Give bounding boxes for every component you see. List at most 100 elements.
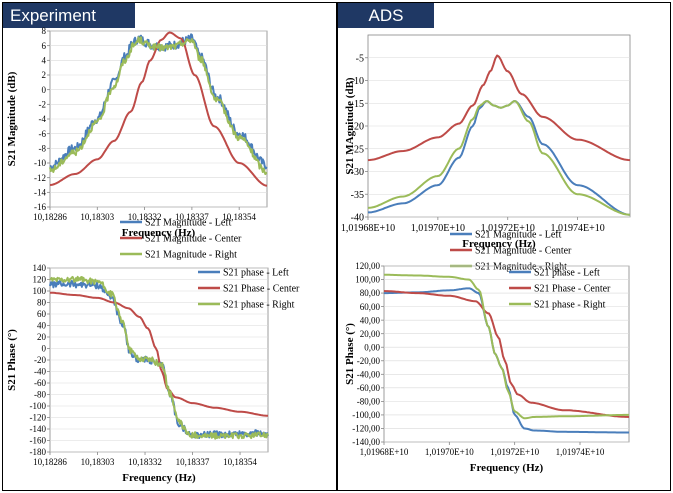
x-tick-label: 10,18354: [223, 457, 257, 467]
ads-phase-chart: 120,00 100,00 80,00 60,00 40,00 20,00 0,00 -20,…: [344, 261, 630, 474]
legend-label: S21 Magnitude - Left: [475, 230, 562, 241]
ads-panel-title: ADS: [338, 3, 434, 28]
y-tick-label: -25: [351, 144, 364, 155]
experiment-phase-chart: 140120100806040200-20-40-60-80-100-120-1…: [6, 263, 300, 484]
x-tick-label: 10,18337: [176, 457, 210, 467]
x-tick-label: 10,18332: [128, 212, 162, 222]
legend-label: S21 Magnitude - Center: [475, 246, 572, 257]
y-tick-label: -20: [351, 122, 364, 133]
ads-magnitude-chart: -5 -10 -15 -20 -25 -30 -35 -401,01968E+10 1,0197…: [341, 34, 631, 273]
y-tick-label: -8: [39, 143, 47, 153]
legend-label: S21 phase - Right: [534, 300, 606, 311]
series-line-2: [383, 290, 630, 418]
y-tick-label: 2: [42, 70, 47, 80]
y-tick-label: -40,00: [357, 369, 381, 379]
y-tick-label: -15: [351, 99, 364, 110]
y-tick-label: -160: [30, 436, 47, 446]
y-tick-label: 8: [42, 26, 47, 36]
x-tick-label: 10,18354: [222, 212, 256, 222]
x-tick-label: 1,01970E+10: [411, 223, 465, 234]
y-tick-label: -10: [34, 158, 46, 168]
legend-label: S21 phase - Right: [223, 300, 295, 311]
y-tick-label: -4: [39, 114, 47, 124]
y-tick-label: 80,00: [360, 288, 381, 298]
y-tick-label: 0: [42, 85, 47, 95]
y-tick-label: -140: [30, 424, 47, 434]
y-tick-label: -30: [351, 167, 364, 178]
y-tick-label: -20: [34, 355, 46, 365]
y-tick-label: 0,00: [364, 342, 380, 352]
y-tick-label: -2: [39, 99, 47, 109]
y-tick-label: 40: [37, 321, 47, 331]
y-tick-label: 4: [42, 55, 47, 65]
y-tick-label: 60: [37, 309, 47, 319]
legend-label: S21 Phase - Center: [534, 284, 611, 295]
y-tick-label: -16: [34, 202, 46, 212]
y-tick-label: -140,00: [352, 437, 380, 447]
y-tick-label: -60,00: [357, 383, 381, 393]
y-tick-label: 60,00: [360, 302, 381, 312]
y-tick-label: -80: [34, 390, 46, 400]
y-tick-label: 6: [42, 41, 47, 51]
series-line-3: [367, 100, 631, 216]
y-tick-label: 80: [37, 298, 47, 308]
y-tick-label: 120,00: [355, 261, 380, 271]
y-tick-label: -100: [30, 401, 47, 411]
y-tick-label: 40,00: [360, 315, 381, 325]
y-tick-label: -180: [30, 447, 47, 457]
x-tick-label: 10,18303: [80, 212, 114, 222]
y-tick-label: 140: [33, 263, 47, 273]
y-tick-label: -6: [39, 129, 47, 139]
y-tick-label: 20,00: [360, 329, 381, 339]
x-tick-label: 10,18303: [81, 457, 115, 467]
y-tick-label: 120: [33, 275, 47, 285]
series-line-3: [384, 273, 629, 420]
legend-label: S21 Magnitude - Right: [475, 262, 567, 273]
panel-divider: [336, 2, 338, 491]
legend-label: S21 Magnitude - Left: [145, 218, 232, 229]
y-tick-label: -40: [34, 367, 46, 377]
series-line-3: [49, 36, 268, 176]
y-tick-label: 20: [37, 332, 47, 342]
legend-label: S21 Magnitude - Center: [145, 234, 242, 245]
x-tick-label: 1,01972E+10: [481, 223, 535, 234]
x-tick-label: 1,01972E+10: [490, 447, 539, 457]
legend-label: S21 Phase - Center: [223, 284, 300, 295]
series-line-2: [49, 31, 268, 187]
x-tick-label: 10,18286: [33, 457, 67, 467]
x-axis-label: Frequency (Hz): [462, 238, 536, 250]
series-line-3: [49, 275, 269, 440]
y-tick-label: 0: [42, 344, 47, 354]
y-axis-label: S21 Phase (°): [6, 329, 18, 391]
y-tick-label: -80,00: [357, 397, 381, 407]
x-tick-label: 1,01974E+10: [550, 223, 604, 234]
x-tick-label: 10,18337: [175, 212, 209, 222]
y-tick-label: -60: [34, 378, 46, 388]
x-axis-label: Frequency (Hz): [122, 472, 196, 484]
y-tick-label: -10: [351, 76, 364, 87]
x-axis-label: Frequency (Hz): [470, 462, 544, 474]
y-tick-label: -12: [34, 173, 46, 183]
series-line-2: [49, 291, 269, 417]
x-tick-label: 1,01968E+10: [341, 223, 395, 234]
x-tick-label: 10,18286: [33, 212, 67, 222]
y-tick-label: -35: [351, 190, 364, 201]
series-line-1: [49, 33, 268, 171]
y-tick-label: 100,00: [355, 275, 380, 285]
y-tick-label: -5: [356, 53, 364, 64]
x-tick-label: 1,01970E+10: [425, 447, 474, 457]
y-axis-label: S21 Magnitude (dB): [6, 71, 18, 166]
x-tick-label: 1,01974E+10: [556, 447, 605, 457]
y-axis-label: S21 Phase (°): [344, 323, 356, 385]
series-line-2: [367, 54, 631, 162]
y-tick-label: -120,00: [352, 424, 380, 434]
y-tick-label: -40: [351, 213, 364, 224]
x-tick-label: 10,18332: [128, 457, 162, 467]
y-tick-label: -120: [30, 413, 47, 423]
x-axis-label: Frequency (Hz): [122, 227, 196, 239]
y-tick-label: 100: [33, 286, 47, 296]
y-tick-label: -20,00: [357, 356, 381, 366]
y-axis-label: S21 MAgnitude (dB): [344, 77, 356, 175]
x-tick-label: 1,01968E+10: [360, 447, 409, 457]
